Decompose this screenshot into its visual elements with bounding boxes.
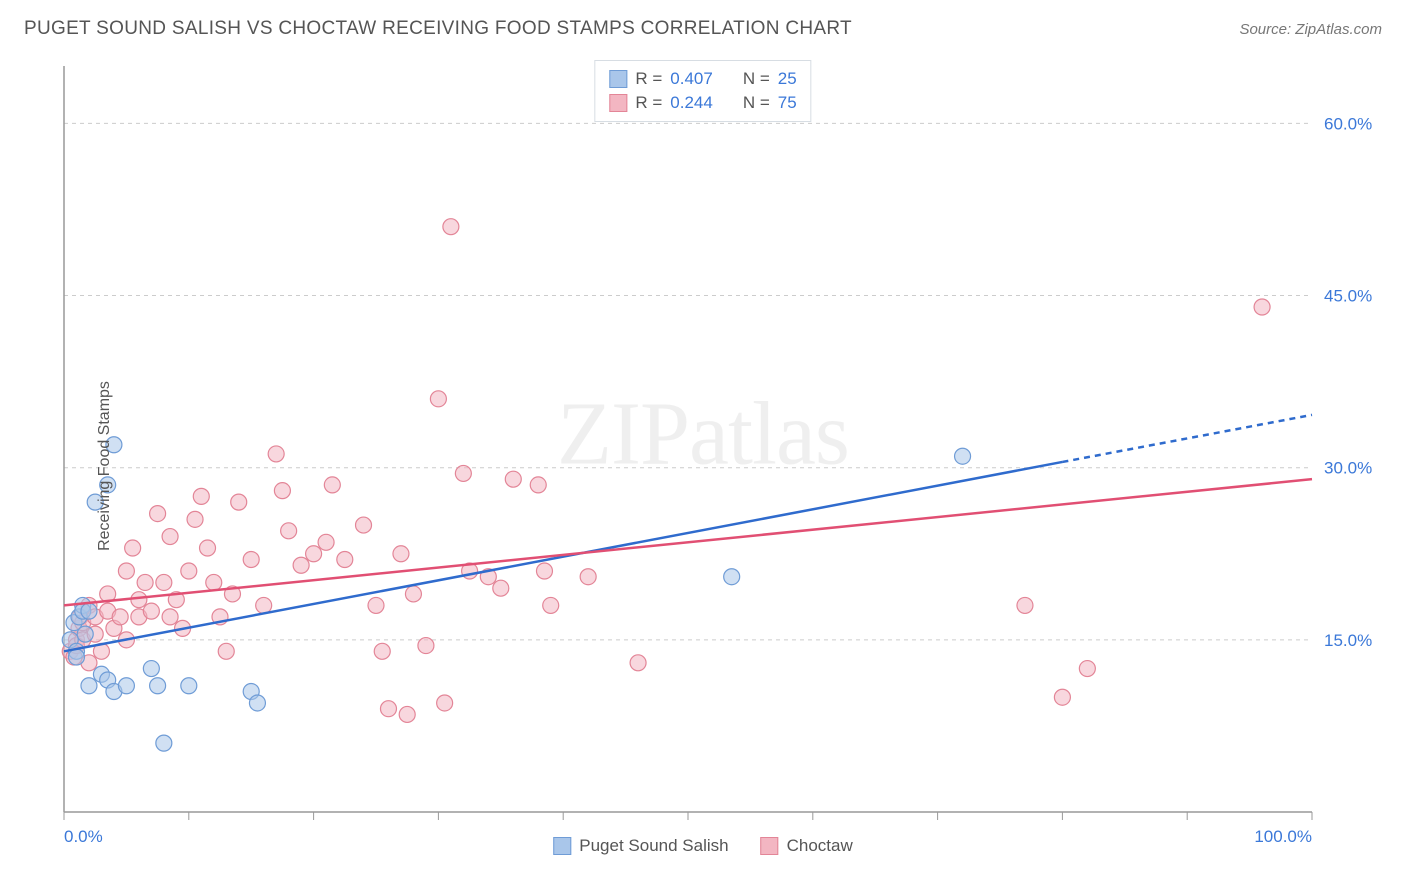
scatter-point xyxy=(118,563,134,579)
legend-swatch xyxy=(761,837,779,855)
scatter-point xyxy=(200,540,216,556)
scatter-point xyxy=(443,219,459,235)
scatter-point xyxy=(268,446,284,462)
scatter-point xyxy=(150,678,166,694)
scatter-point xyxy=(1254,299,1270,315)
stats-legend: R = 0.407 N = 25 R = 0.244 N = 75 xyxy=(594,60,811,122)
scatter-point xyxy=(181,678,197,694)
y-tick-label: 60.0% xyxy=(1324,114,1372,133)
scatter-point xyxy=(1054,689,1070,705)
r-label: R = xyxy=(635,93,662,113)
scatter-point xyxy=(137,574,153,590)
scatter-point xyxy=(81,678,97,694)
scatter-point xyxy=(274,483,290,499)
legend-swatch xyxy=(609,94,627,112)
scatter-point xyxy=(399,706,415,722)
scatter-point xyxy=(430,391,446,407)
scatter-point xyxy=(118,678,134,694)
scatter-point xyxy=(143,603,159,619)
series-legend-label: Puget Sound Salish xyxy=(579,836,728,856)
scatter-point xyxy=(630,655,646,671)
scatter-point xyxy=(405,586,421,602)
scatter-point xyxy=(162,529,178,545)
scatter-point xyxy=(530,477,546,493)
chart-header: PUGET SOUND SALISH VS CHOCTAW RECEIVING … xyxy=(0,0,1406,50)
scatter-point xyxy=(187,511,203,527)
chart-container: Receiving Food Stamps ZIPatlas 15.0%30.0… xyxy=(24,60,1382,872)
scatter-point xyxy=(249,695,265,711)
source-attribution: Source: ZipAtlas.com xyxy=(1239,21,1382,38)
scatter-point xyxy=(143,661,159,677)
stats-legend-row: R = 0.244 N = 75 xyxy=(609,91,796,115)
scatter-point xyxy=(206,574,222,590)
legend-swatch xyxy=(553,837,571,855)
x-tick-label: 100.0% xyxy=(1254,827,1312,846)
series-legend: Puget Sound Salish Choctaw xyxy=(553,836,852,856)
scatter-point xyxy=(455,465,471,481)
x-tick-label: 0.0% xyxy=(64,827,103,846)
scatter-point xyxy=(324,477,340,493)
scatter-point xyxy=(231,494,247,510)
scatter-point xyxy=(505,471,521,487)
trend-line-extrapolated xyxy=(1062,415,1312,462)
scatter-point xyxy=(393,546,409,562)
scatter-point xyxy=(418,638,434,654)
scatter-point xyxy=(256,597,272,613)
scatter-point xyxy=(156,735,172,751)
series-legend-label: Choctaw xyxy=(787,836,853,856)
scatter-point xyxy=(193,488,209,504)
r-label: R = xyxy=(635,69,662,89)
scatter-point xyxy=(724,569,740,585)
scatter-point xyxy=(306,546,322,562)
n-value: 75 xyxy=(778,93,797,113)
y-tick-label: 45.0% xyxy=(1324,287,1372,306)
scatter-point xyxy=(162,609,178,625)
scatter-point xyxy=(125,540,141,556)
scatter-point xyxy=(68,649,84,665)
scatter-point xyxy=(281,523,297,539)
scatter-point xyxy=(112,609,128,625)
chart-title: PUGET SOUND SALISH VS CHOCTAW RECEIVING … xyxy=(24,18,852,40)
series-legend-item: Choctaw xyxy=(761,836,853,856)
r-value: 0.244 xyxy=(670,93,713,113)
scatter-point xyxy=(218,643,234,659)
scatter-point xyxy=(493,580,509,596)
y-axis-label: Receiving Food Stamps xyxy=(96,381,114,551)
scatter-point xyxy=(356,517,372,533)
scatter-point xyxy=(580,569,596,585)
scatter-point xyxy=(150,506,166,522)
scatter-point xyxy=(77,626,93,642)
scatter-point xyxy=(1079,661,1095,677)
legend-swatch xyxy=(609,70,627,88)
scatter-point xyxy=(156,574,172,590)
n-value: 25 xyxy=(778,69,797,89)
scatter-point xyxy=(536,563,552,579)
trend-line xyxy=(64,462,1062,651)
scatter-point xyxy=(368,597,384,613)
trend-line xyxy=(64,479,1312,605)
scatter-chart: 15.0% 30.0% 45.0% 60.0% 0.0% 100.0% xyxy=(24,60,1382,872)
scatter-point xyxy=(318,534,334,550)
scatter-point xyxy=(293,557,309,573)
scatter-point xyxy=(243,552,259,568)
stats-legend-row: R = 0.407 N = 25 xyxy=(609,67,796,91)
scatter-point xyxy=(131,592,147,608)
scatter-point xyxy=(437,695,453,711)
series-legend-item: Puget Sound Salish xyxy=(553,836,728,856)
scatter-point xyxy=(543,597,559,613)
n-label: N = xyxy=(743,69,770,89)
y-tick-label: 30.0% xyxy=(1324,459,1372,478)
scatter-point xyxy=(1017,597,1033,613)
scatter-point xyxy=(380,701,396,717)
r-value: 0.407 xyxy=(670,69,713,89)
scatter-point xyxy=(181,563,197,579)
scatter-point xyxy=(955,448,971,464)
y-tick-label: 15.0% xyxy=(1324,631,1372,650)
scatter-point xyxy=(81,603,97,619)
scatter-point xyxy=(337,552,353,568)
scatter-point xyxy=(374,643,390,659)
n-label: N = xyxy=(743,93,770,113)
